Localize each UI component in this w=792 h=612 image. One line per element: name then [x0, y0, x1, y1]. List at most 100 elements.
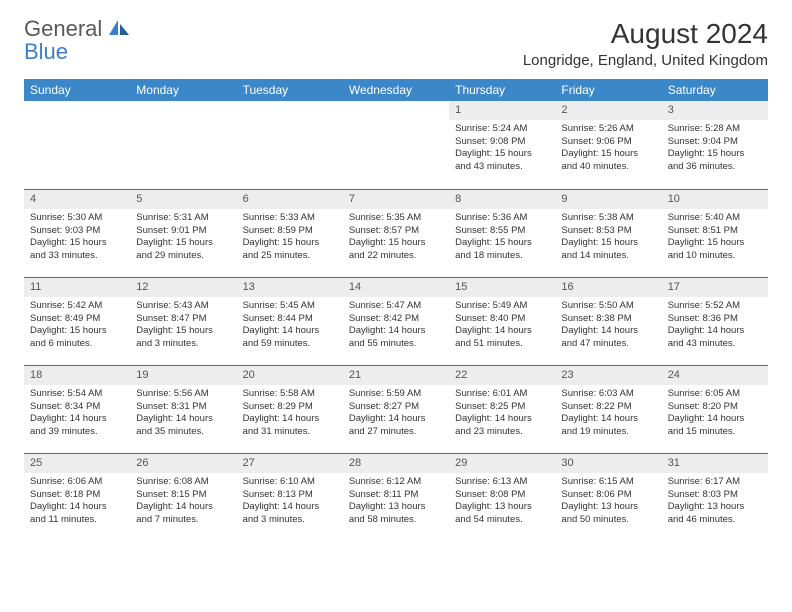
daylight-text-2: and 50 minutes. — [561, 514, 655, 527]
calendar-cell: 4Sunrise: 5:30 AMSunset: 9:03 PMDaylight… — [24, 189, 130, 277]
calendar-cell: 9Sunrise: 5:38 AMSunset: 8:53 PMDaylight… — [555, 189, 661, 277]
sunset-text: Sunset: 8:40 PM — [455, 313, 549, 326]
sunrise-text: Sunrise: 6:17 AM — [668, 476, 762, 489]
daylight-text-1: Daylight: 13 hours — [455, 501, 549, 514]
sunrise-text: Sunrise: 5:47 AM — [349, 300, 443, 313]
sunrise-text: Sunrise: 5:33 AM — [243, 212, 337, 225]
sunrise-text: Sunrise: 5:42 AM — [30, 300, 124, 313]
calendar-cell: 13Sunrise: 5:45 AMSunset: 8:44 PMDayligh… — [237, 277, 343, 365]
day-details: Sunrise: 6:03 AMSunset: 8:22 PMDaylight:… — [555, 385, 661, 443]
daylight-text-2: and 43 minutes. — [455, 161, 549, 174]
sunrise-text: Sunrise: 5:31 AM — [136, 212, 230, 225]
sunrise-text: Sunrise: 6:06 AM — [30, 476, 124, 489]
day-details: Sunrise: 5:52 AMSunset: 8:36 PMDaylight:… — [662, 297, 768, 355]
calendar-cell: 3Sunrise: 5:28 AMSunset: 9:04 PMDaylight… — [662, 101, 768, 189]
daylight-text-2: and 25 minutes. — [243, 250, 337, 263]
sunrise-text: Sunrise: 6:12 AM — [349, 476, 443, 489]
daylight-text-2: and 35 minutes. — [136, 426, 230, 439]
daylight-text-2: and 3 minutes. — [136, 338, 230, 351]
col-tuesday: Tuesday — [237, 79, 343, 101]
sunset-text: Sunset: 8:34 PM — [30, 401, 124, 414]
sunset-text: Sunset: 9:04 PM — [668, 136, 762, 149]
daylight-text-1: Daylight: 15 hours — [136, 237, 230, 250]
sunrise-text: Sunrise: 5:40 AM — [668, 212, 762, 225]
sunset-text: Sunset: 8:49 PM — [30, 313, 124, 326]
sunrise-text: Sunrise: 6:13 AM — [455, 476, 549, 489]
day-details: Sunrise: 6:15 AMSunset: 8:06 PMDaylight:… — [555, 473, 661, 531]
day-details: Sunrise: 5:35 AMSunset: 8:57 PMDaylight:… — [343, 209, 449, 267]
calendar-row: 25Sunrise: 6:06 AMSunset: 8:18 PMDayligh… — [24, 453, 768, 541]
day-details: Sunrise: 5:54 AMSunset: 8:34 PMDaylight:… — [24, 385, 130, 443]
day-details: Sunrise: 5:45 AMSunset: 8:44 PMDaylight:… — [237, 297, 343, 355]
day-number: 22 — [449, 365, 555, 385]
sunrise-text: Sunrise: 5:35 AM — [349, 212, 443, 225]
day-details: Sunrise: 5:26 AMSunset: 9:06 PMDaylight:… — [555, 120, 661, 178]
title-block: August 2024 Longridge, England, United K… — [523, 18, 768, 69]
calendar-cell: 31Sunrise: 6:17 AMSunset: 8:03 PMDayligh… — [662, 453, 768, 541]
calendar-cell: 14Sunrise: 5:47 AMSunset: 8:42 PMDayligh… — [343, 277, 449, 365]
location-text: Longridge, England, United Kingdom — [523, 52, 768, 69]
sunrise-text: Sunrise: 6:10 AM — [243, 476, 337, 489]
daylight-text-1: Daylight: 15 hours — [561, 237, 655, 250]
day-details: Sunrise: 5:24 AMSunset: 9:08 PMDaylight:… — [449, 120, 555, 178]
daylight-text-2: and 10 minutes. — [668, 250, 762, 263]
daylight-text-1: Daylight: 14 hours — [243, 413, 337, 426]
sunset-text: Sunset: 8:13 PM — [243, 489, 337, 502]
day-details: Sunrise: 5:36 AMSunset: 8:55 PMDaylight:… — [449, 209, 555, 267]
day-number: 30 — [555, 453, 661, 473]
calendar-cell: 25Sunrise: 6:06 AMSunset: 8:18 PMDayligh… — [24, 453, 130, 541]
sunset-text: Sunset: 8:38 PM — [561, 313, 655, 326]
logo-text-blue: Blue — [24, 39, 68, 64]
daylight-text-1: Daylight: 14 hours — [455, 413, 549, 426]
daylight-text-2: and 40 minutes. — [561, 161, 655, 174]
day-details: Sunrise: 6:10 AMSunset: 8:13 PMDaylight:… — [237, 473, 343, 531]
sunrise-text: Sunrise: 5:43 AM — [136, 300, 230, 313]
daylight-text-2: and 6 minutes. — [30, 338, 124, 351]
daylight-text-1: Daylight: 14 hours — [349, 413, 443, 426]
day-details: Sunrise: 6:01 AMSunset: 8:25 PMDaylight:… — [449, 385, 555, 443]
daylight-text-2: and 7 minutes. — [136, 514, 230, 527]
sunrise-text: Sunrise: 5:58 AM — [243, 388, 337, 401]
calendar-cell: 28Sunrise: 6:12 AMSunset: 8:11 PMDayligh… — [343, 453, 449, 541]
day-details: Sunrise: 5:42 AMSunset: 8:49 PMDaylight:… — [24, 297, 130, 355]
calendar-cell: 2Sunrise: 5:26 AMSunset: 9:06 PMDaylight… — [555, 101, 661, 189]
calendar-cell: 22Sunrise: 6:01 AMSunset: 8:25 PMDayligh… — [449, 365, 555, 453]
day-number: 16 — [555, 277, 661, 297]
day-details: Sunrise: 5:43 AMSunset: 8:47 PMDaylight:… — [130, 297, 236, 355]
sunrise-text: Sunrise: 5:38 AM — [561, 212, 655, 225]
daylight-text-1: Daylight: 15 hours — [455, 237, 549, 250]
calendar-cell — [24, 101, 130, 189]
calendar-cell: 29Sunrise: 6:13 AMSunset: 8:08 PMDayligh… — [449, 453, 555, 541]
sunset-text: Sunset: 9:01 PM — [136, 225, 230, 238]
sunset-text: Sunset: 8:53 PM — [561, 225, 655, 238]
sunrise-text: Sunrise: 5:52 AM — [668, 300, 762, 313]
day-details: Sunrise: 5:38 AMSunset: 8:53 PMDaylight:… — [555, 209, 661, 267]
day-number: 11 — [24, 277, 130, 297]
daylight-text-1: Daylight: 15 hours — [349, 237, 443, 250]
calendar-cell: 17Sunrise: 5:52 AMSunset: 8:36 PMDayligh… — [662, 277, 768, 365]
day-details: Sunrise: 6:06 AMSunset: 8:18 PMDaylight:… — [24, 473, 130, 531]
daylight-text-1: Daylight: 13 hours — [349, 501, 443, 514]
logo-text-general: General — [24, 16, 102, 41]
day-number: 9 — [555, 189, 661, 209]
day-details: Sunrise: 6:13 AMSunset: 8:08 PMDaylight:… — [449, 473, 555, 531]
day-number: 21 — [343, 365, 449, 385]
day-details: Sunrise: 5:31 AMSunset: 9:01 PMDaylight:… — [130, 209, 236, 267]
daylight-text-2: and 58 minutes. — [349, 514, 443, 527]
day-number: 1 — [449, 101, 555, 120]
daylight-text-2: and 14 minutes. — [561, 250, 655, 263]
sunset-text: Sunset: 8:25 PM — [455, 401, 549, 414]
calendar-row: 18Sunrise: 5:54 AMSunset: 8:34 PMDayligh… — [24, 365, 768, 453]
sunset-text: Sunset: 8:44 PM — [243, 313, 337, 326]
calendar-cell: 7Sunrise: 5:35 AMSunset: 8:57 PMDaylight… — [343, 189, 449, 277]
day-details: Sunrise: 6:12 AMSunset: 8:11 PMDaylight:… — [343, 473, 449, 531]
day-number: 4 — [24, 189, 130, 209]
daylight-text-1: Daylight: 14 hours — [668, 325, 762, 338]
day-number: 31 — [662, 453, 768, 473]
daylight-text-2: and 29 minutes. — [136, 250, 230, 263]
logo: General Blue — [24, 18, 131, 64]
daylight-text-2: and 47 minutes. — [561, 338, 655, 351]
daylight-text-1: Daylight: 14 hours — [561, 325, 655, 338]
day-number: 17 — [662, 277, 768, 297]
sunset-text: Sunset: 8:42 PM — [349, 313, 443, 326]
